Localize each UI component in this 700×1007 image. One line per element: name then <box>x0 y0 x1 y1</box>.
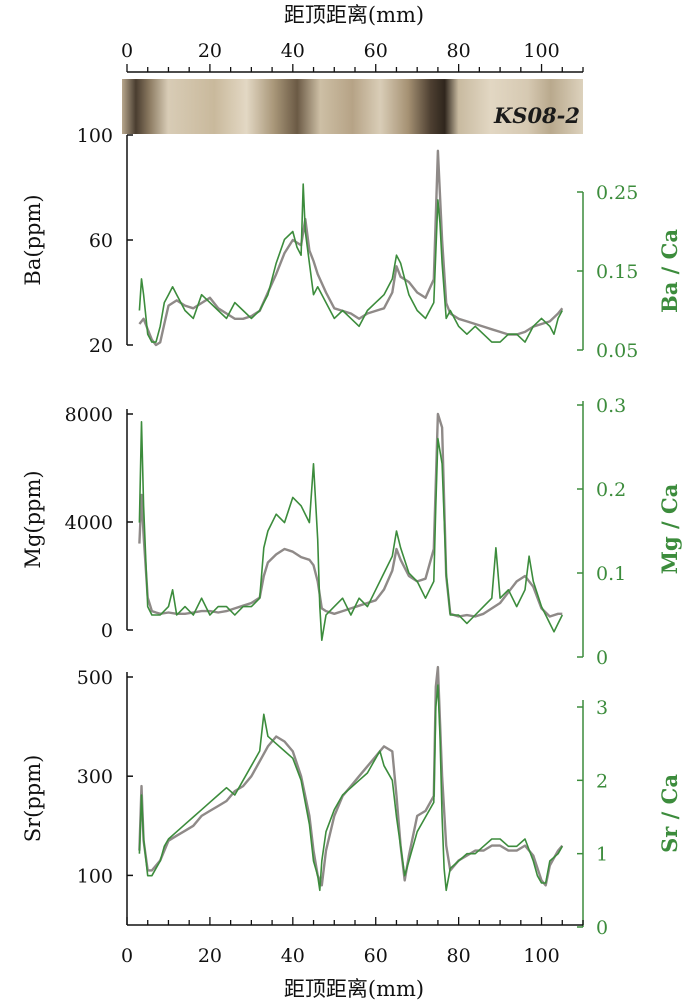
bottom-x-axis-title: 距顶距离(mm) <box>284 977 424 1001</box>
core-label: KS08-2 <box>493 103 580 128</box>
right-tick-label: 0.3 <box>596 395 626 417</box>
panel-ba: 20 60 100 Ba(ppm) 0.05 0.15 0.25 Ba / Ca <box>21 125 682 362</box>
series-sr-ppm-line <box>138 665 564 887</box>
left-tick-label: 300 <box>77 766 113 788</box>
x-tick-label: 100 <box>523 40 559 62</box>
x-tick-label: 20 <box>198 40 222 62</box>
left-tick-label: 0 <box>101 620 113 642</box>
series-sr-ratio-line <box>138 684 563 892</box>
x-tick-label: 40 <box>281 945 305 967</box>
left-tick-label: 20 <box>89 335 113 357</box>
series-ba-ratio-line <box>138 183 564 343</box>
left-tick-label: 100 <box>77 125 113 147</box>
x-tick-label: 60 <box>364 945 388 967</box>
left-tick-label: 500 <box>77 667 113 689</box>
series-mg-ratio-line <box>138 420 564 642</box>
left-tick-label: 4000 <box>65 512 113 534</box>
panel-sr: 100 300 500 Sr(ppm) 0 1 2 3 Sr / Ca <box>21 665 682 939</box>
right-tick-label: 0 <box>596 647 608 669</box>
top-x-axis: 0 20 40 60 80 100 <box>121 40 584 73</box>
panel-mg: 0 4000 8000 Mg(ppm) 0 0.1 0.2 0.3 Mg / Ca <box>21 395 682 669</box>
left-tick-label: 100 <box>77 865 113 887</box>
core-photo <box>122 79 583 134</box>
x-tick-label: 0 <box>121 40 133 62</box>
x-tick-label: 80 <box>447 40 471 62</box>
x-tick-label: 80 <box>447 945 471 967</box>
left-tick-label: 60 <box>89 230 113 252</box>
right-tick-label: 0.05 <box>596 340 638 362</box>
left-tick-label: 8000 <box>65 404 113 426</box>
right-tick-label: 0 <box>596 917 608 939</box>
right-tick-label: 0.1 <box>596 563 626 585</box>
x-tick-label: 100 <box>523 945 559 967</box>
top-x-axis-title: 距顶距离(mm) <box>284 3 424 27</box>
right-axis-title: Ba / Ca <box>657 229 682 313</box>
right-tick-label: 1 <box>596 844 608 866</box>
right-axis-title: Sr / Ca <box>657 774 682 853</box>
core-image: KS08-2 <box>122 79 583 134</box>
right-tick-label: 0.25 <box>596 182 638 204</box>
left-axis-title: Mg(ppm) <box>21 470 45 568</box>
x-tick-label: 60 <box>364 40 388 62</box>
x-tick-label: 40 <box>281 40 305 62</box>
left-axis-title: Ba(ppm) <box>21 194 45 285</box>
right-tick-label: 3 <box>596 697 608 719</box>
right-tick-label: 0.15 <box>596 261 638 283</box>
x-tick-label: 0 <box>121 945 133 967</box>
x-tick-label: 20 <box>198 945 222 967</box>
right-tick-label: 2 <box>596 770 608 792</box>
right-tick-label: 0.2 <box>596 479 626 501</box>
bottom-x-axis: 0 20 40 60 80 100 <box>121 917 584 967</box>
right-axis-title: Mg / Ca <box>657 483 682 574</box>
left-axis-title: Sr(ppm) <box>21 755 45 843</box>
series-ba-ppm-line <box>138 149 564 347</box>
